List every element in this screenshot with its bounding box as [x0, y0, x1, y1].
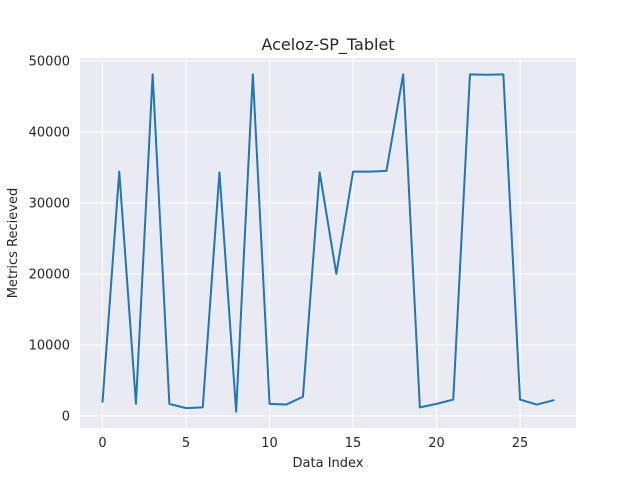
y-tick-labels: 0 10000 20000 30000 40000 50000 [29, 54, 70, 424]
x-tick-label: 10 [261, 436, 278, 451]
x-tick-label: 5 [182, 436, 190, 451]
x-tick-labels: 0 5 10 15 20 25 [98, 436, 528, 451]
y-tick-label: 30000 [29, 196, 70, 211]
chart-title: Aceloz-SP_Tablet [261, 35, 394, 55]
x-tick-label: 15 [345, 436, 362, 451]
y-axis-label: Metrics Recieved [6, 188, 21, 298]
y-tick-label: 20000 [29, 267, 70, 282]
x-axis-label: Data Index [293, 456, 364, 471]
x-tick-label: 0 [98, 436, 106, 451]
x-tick-label: 20 [428, 436, 445, 451]
y-tick-label: 50000 [29, 54, 70, 69]
y-tick-label: 10000 [29, 338, 70, 353]
x-tick-label: 25 [512, 436, 529, 451]
y-tick-label: 40000 [29, 125, 70, 140]
y-tick-label: 0 [62, 409, 70, 424]
